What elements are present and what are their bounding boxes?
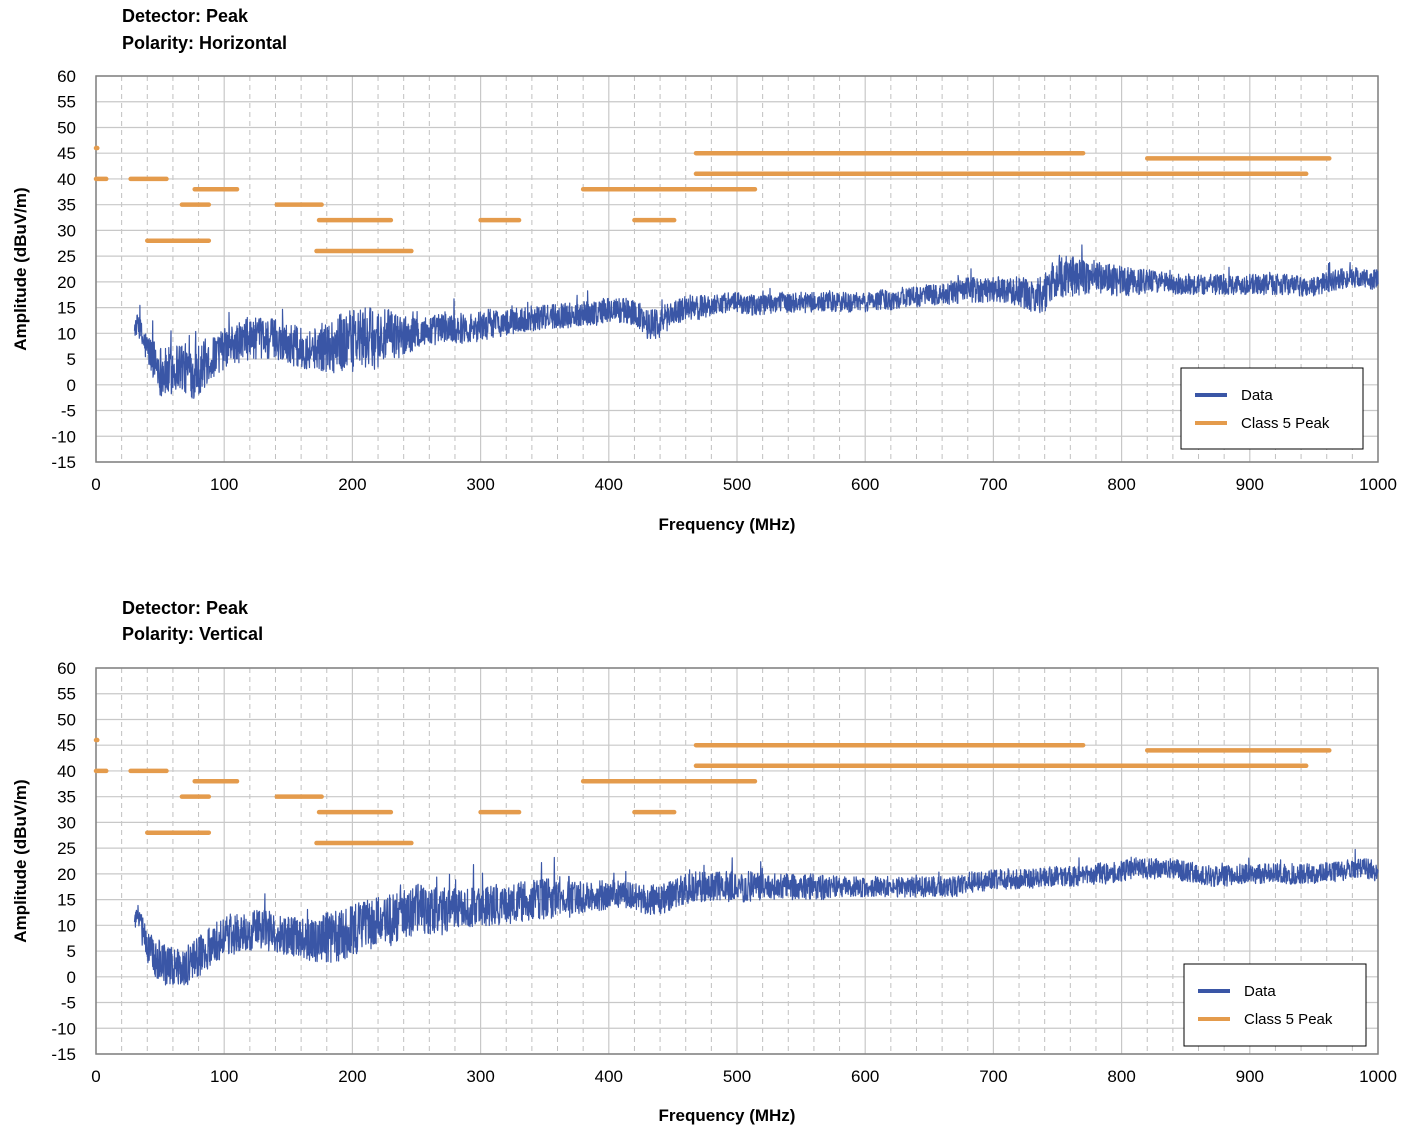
plot-frame	[95, 667, 1379, 1055]
y-tick-label: 30	[57, 221, 76, 240]
x-tick-label: 900	[1236, 1067, 1264, 1086]
x-tick-label: 500	[723, 475, 751, 494]
x-tick-label: 1000	[1359, 1067, 1397, 1086]
x-tick-label: 400	[595, 1067, 623, 1086]
y-tick-label: 20	[57, 865, 76, 884]
y-tick-label: 45	[57, 736, 76, 755]
y-tick-label: 10	[57, 916, 76, 935]
y-tick-label: 15	[57, 299, 76, 318]
y-tick-label: 0	[67, 968, 76, 987]
x-tick-label: 0	[91, 475, 100, 494]
y-tick-label: 50	[57, 710, 76, 729]
plot-frame	[95, 75, 1379, 463]
x-axis-title: Frequency (MHz)	[659, 1106, 796, 1125]
y-tick-label: 60	[57, 659, 76, 678]
y-tick-label: -5	[61, 994, 76, 1013]
y-tick-label: -15	[51, 453, 76, 472]
y-tick-label: 40	[57, 170, 76, 189]
y-tick-label: 5	[67, 350, 76, 369]
y-tick-label: 15	[57, 891, 76, 910]
y-tick-label: -15	[51, 1045, 76, 1064]
legend-label: Data	[1241, 387, 1273, 404]
data-series-line	[133, 848, 1379, 986]
y-tick-label: -10	[51, 427, 76, 446]
y-tick-label: 20	[57, 273, 76, 292]
data-series-line	[133, 244, 1379, 399]
chart-title-polarity: Polarity: Vertical	[122, 624, 264, 644]
legend-box	[1183, 963, 1367, 1047]
chart-title-detector: Detector: Peak	[122, 598, 249, 618]
legend-label: Class 5 Peak	[1244, 1011, 1333, 1028]
y-tick-label: 35	[57, 788, 76, 807]
x-tick-label: 700	[979, 1067, 1007, 1086]
x-tick-label: 1000	[1359, 475, 1397, 494]
chart-legend: Data Class 5 Peak	[1180, 367, 1364, 450]
x-tick-label: 0	[91, 1067, 100, 1086]
x-tick-label: 600	[851, 1067, 879, 1086]
x-tick-label: 900	[1236, 475, 1264, 494]
x-tick-label: 200	[338, 475, 366, 494]
x-tick-label: 700	[979, 475, 1007, 494]
x-tick-label: 600	[851, 475, 879, 494]
y-tick-label: 55	[57, 93, 76, 112]
chart-title-polarity: Polarity: Horizontal	[122, 33, 288, 53]
chart-horizontal: Detector: Peak Polarity: Horizontal 60 55…	[0, 0, 1419, 563]
y-tick-label: -10	[51, 1019, 76, 1038]
y-tick-label: 10	[57, 324, 76, 343]
chart-title-detector: Detector: Peak	[122, 6, 249, 26]
y-tick-label: 5	[67, 942, 76, 961]
legend-label: Data	[1244, 983, 1276, 1000]
y-tick-label: 25	[57, 839, 76, 858]
x-tick-label: 100	[210, 475, 238, 494]
y-tick-label: 50	[57, 118, 76, 137]
y-tick-label: 40	[57, 762, 76, 781]
y-tick-label: 45	[57, 144, 76, 163]
y-tick-label: 60	[57, 67, 76, 86]
x-tick-label: 300	[466, 475, 494, 494]
y-tick-label: 30	[57, 813, 76, 832]
x-tick-label: 400	[595, 475, 623, 494]
y-tick-label: 35	[57, 196, 76, 215]
x-tick-label: 800	[1107, 1067, 1135, 1086]
x-axis-title: Frequency (MHz)	[659, 515, 796, 534]
y-tick-label: -5	[61, 402, 76, 421]
y-axis-title: Amplitude (dBuV/m)	[11, 187, 30, 350]
legend-box	[1180, 367, 1364, 450]
chart-vertical: Detector: Peak Polarity: Vertical 60 55 50…	[0, 564, 1419, 1127]
y-tick-label: 0	[67, 376, 76, 395]
y-axis-title: Amplitude (dBuV/m)	[11, 779, 30, 942]
x-tick-label: 500	[723, 1067, 751, 1086]
x-tick-label: 300	[466, 1067, 494, 1086]
x-tick-label: 100	[210, 1067, 238, 1086]
y-tick-label: 55	[57, 685, 76, 704]
x-tick-label: 200	[338, 1067, 366, 1086]
chart-legend: Data Class 5 Peak	[1183, 963, 1367, 1047]
y-tick-label: 25	[57, 247, 76, 266]
legend-label: Class 5 Peak	[1241, 415, 1330, 432]
x-tick-label: 800	[1107, 475, 1135, 494]
